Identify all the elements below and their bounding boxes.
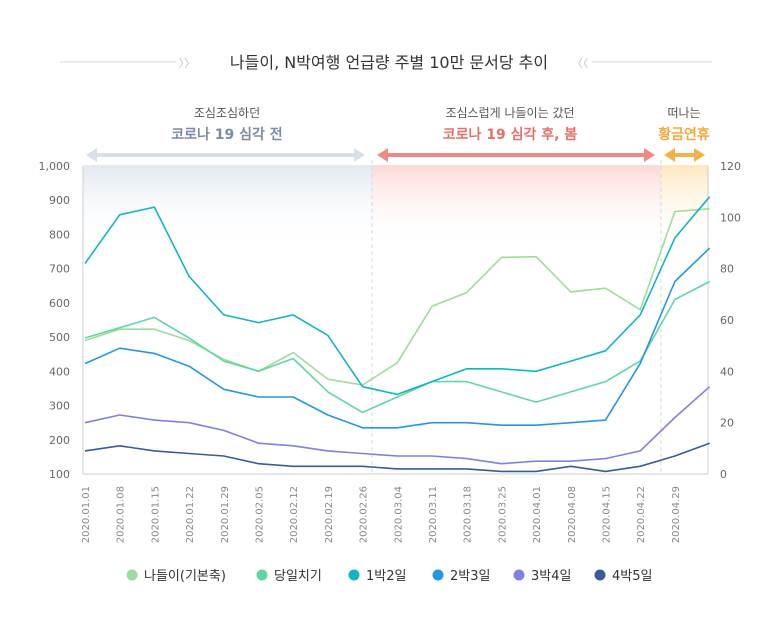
legend-marker [256, 569, 268, 581]
x-tick-label: 2020.02.05 [255, 486, 266, 543]
series-line-1 [84, 208, 710, 386]
period-band-spring [372, 165, 661, 247]
y-left-tick-label: 800 [49, 228, 70, 241]
legend: 나들이(기본축) 당일치기 1박2일 2박3일 3박4일 4박5일 [126, 569, 652, 584]
period-bands [83, 160, 708, 474]
x-tick-label: 2020.02.12 [289, 486, 300, 543]
y-right-tick-label: 0 [720, 468, 727, 481]
period-label-holiday: 황금연휴 [658, 126, 710, 143]
series-line-6 [84, 442, 710, 473]
chart-title: 나들이, N박여행 언급량 주별 10만 문서당 추이 [230, 53, 548, 72]
legend-item: 2박3일 [432, 569, 490, 584]
period-band-holiday [661, 165, 708, 247]
y-left-tick-label: 600 [49, 297, 70, 310]
x-tick-label: 2020.01.01 [81, 486, 92, 543]
period-label-pre: 코로나 19 심각 전 [171, 126, 282, 143]
period-caption-holiday: 떠나는 [667, 106, 700, 120]
period-arrow-holiday [664, 148, 705, 162]
x-axis-ticks: 2020.01.01 2020.01.08 2020.01.15 2020.01.22… [81, 486, 682, 543]
legend-label: 1박2일 [366, 569, 406, 584]
y-left-tick-label: 100 [49, 468, 70, 481]
x-tick-label: 2020.01.08 [116, 486, 127, 543]
y-left-tick-label: 700 [49, 263, 70, 276]
period-captions: 조심조심하던 코로나 19 심각 전 조심스럽게 나들이는 갔던 코로나 19 … [171, 106, 710, 143]
x-tick-label: 2020.02.26 [359, 486, 370, 543]
legend-marker [126, 569, 138, 581]
x-tick-label: 2020.04.08 [567, 486, 578, 543]
series-lines [84, 196, 711, 473]
legend-label: 2박3일 [450, 569, 490, 584]
period-arrow-spring [377, 148, 655, 162]
y-left-tick-label: 500 [49, 331, 70, 344]
period-arrows [86, 148, 705, 162]
period-arrow-pre [86, 148, 365, 162]
legend-label: 4박5일 [612, 569, 652, 584]
legend-item: 4박5일 [594, 569, 652, 584]
x-tick-label: 2020.01.15 [150, 486, 161, 543]
chart-title-group: 〉〉 나들이, N박여행 언급량 주별 10만 문서당 추이 〈〈 [60, 53, 712, 72]
x-tick-label: 2020.02.19 [324, 486, 335, 543]
y-axis-right-ticks: 0 20 40 60 80 100 120 [720, 160, 741, 481]
y-right-tick-label: 60 [720, 314, 734, 327]
title-deco-left: 〉〉 [179, 57, 196, 70]
legend-item: 1박2일 [348, 569, 406, 584]
title-deco-right: 〈〈 [572, 57, 589, 70]
y-left-tick-label: 400 [49, 365, 70, 378]
x-tick-label: 2020.03.25 [497, 486, 508, 543]
legend-item: 당일치기 [256, 569, 322, 584]
x-tick-label: 2020.04.29 [671, 486, 682, 543]
y-right-tick-label: 120 [720, 160, 741, 173]
x-tick-label: 2020.01.22 [185, 486, 196, 543]
series-line-4 [84, 247, 711, 429]
y-right-tick-label: 20 [720, 417, 734, 430]
legend-item: 3박4일 [513, 569, 571, 584]
legend-marker [432, 569, 444, 581]
period-caption-spring: 조심스럽게 나들이는 갔던 [445, 106, 574, 120]
x-tick-label: 2020.03.18 [463, 486, 474, 543]
y-right-tick-label: 40 [720, 365, 734, 378]
period-caption-pre: 조심조심하던 [194, 106, 260, 120]
x-tick-label: 2020.03.11 [428, 486, 439, 543]
x-tick-label: 2020.04.22 [636, 486, 647, 543]
y-left-tick-label: 900 [49, 194, 70, 207]
period-band-pre [83, 165, 372, 247]
x-tick-label: 2020.04.15 [602, 486, 613, 543]
legend-marker [594, 569, 606, 581]
x-tick-label: 2020.04.01 [532, 486, 543, 543]
y-axis-left-ticks: 100 200 300 400 500 600 700 800 900 1,000 [39, 160, 71, 481]
series-line-2 [84, 280, 710, 414]
x-tick-label: 2020.01.29 [220, 486, 231, 543]
y-left-tick-label: 300 [49, 400, 70, 413]
y-right-tick-label: 100 [720, 211, 741, 224]
x-tick-label: 2020.03.04 [393, 486, 404, 543]
legend-label: 당일치기 [274, 569, 322, 584]
legend-marker [513, 569, 525, 581]
legend-label: 나들이(기본축) [144, 569, 226, 584]
legend-item: 나들이(기본축) [126, 569, 226, 584]
series-line-5 [84, 386, 711, 465]
y-right-tick-label: 80 [720, 263, 734, 276]
legend-marker [348, 569, 360, 581]
series-line-3 [84, 196, 711, 396]
y-left-tick-label: 200 [49, 434, 70, 447]
y-left-tick-label: 1,000 [39, 160, 71, 173]
period-label-spring: 코로나 19 심각 후, 봄 [443, 126, 578, 143]
legend-label: 3박4일 [531, 569, 571, 584]
